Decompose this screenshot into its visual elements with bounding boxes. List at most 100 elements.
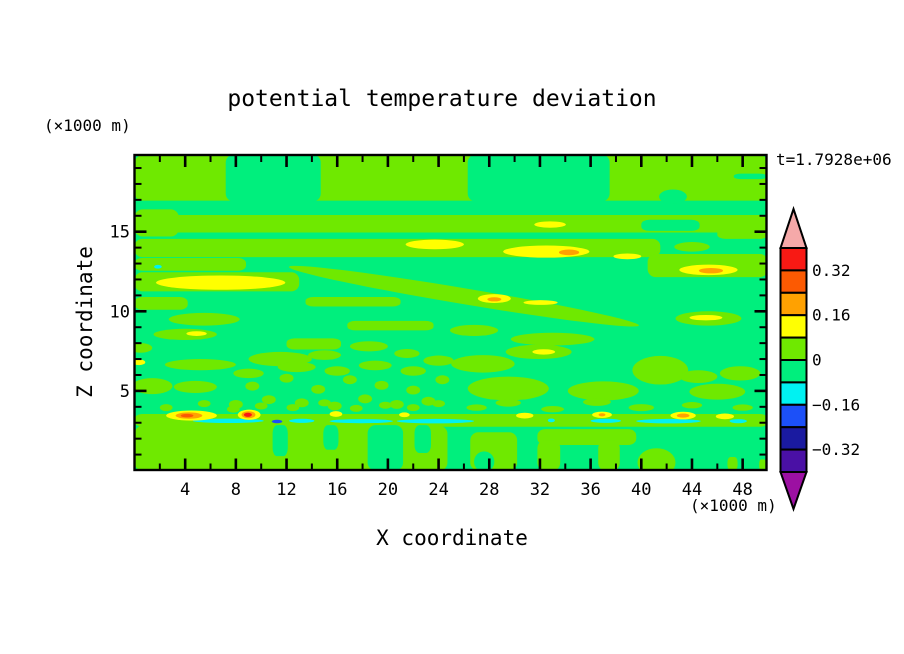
colorbar-down-arrow (779, 471, 808, 513)
contour-region (396, 418, 475, 424)
contour-region (324, 366, 350, 376)
z-axis-unit: (×1000 m) (44, 116, 131, 135)
contour-region (432, 400, 445, 408)
contour-region (613, 253, 642, 260)
colorbar-cell (779, 291, 808, 317)
contour-region (466, 404, 487, 411)
contour-region (681, 402, 703, 409)
contour-region (342, 375, 357, 385)
contour-region (632, 355, 689, 385)
contour-region (134, 343, 153, 353)
x-axis-label: X coordinate (376, 526, 528, 550)
contour-region (636, 418, 701, 424)
contour-region (421, 396, 436, 406)
page-title: potential temperature deviation (227, 86, 657, 112)
contour-region (394, 349, 420, 358)
contour-region (547, 418, 555, 423)
contour-region (495, 399, 521, 407)
contour-region (717, 228, 767, 239)
x-tick-label: 32 (530, 480, 550, 500)
colorbar-cell (779, 381, 808, 406)
contour-region (487, 297, 502, 302)
contour-region (311, 384, 326, 394)
contour-region (349, 404, 363, 412)
contour-region (423, 355, 454, 366)
colorbar-cell (779, 336, 808, 362)
contour-region (451, 355, 515, 373)
x-tick-label: 44 (682, 480, 702, 500)
contour-region (637, 448, 676, 470)
contour-region (164, 359, 236, 371)
contour-region (523, 300, 558, 305)
colorbar-cell (779, 448, 808, 474)
contour-region (399, 412, 410, 418)
contour-region (379, 401, 392, 409)
contour-region (727, 456, 738, 470)
contour-region (405, 239, 464, 250)
contour-region (358, 394, 373, 404)
contour-region (134, 257, 246, 271)
colorbar-cell (779, 247, 808, 272)
contour-region (347, 320, 434, 331)
contour-region (186, 331, 207, 336)
contour-region (173, 380, 217, 393)
contour-region (689, 383, 746, 400)
contour-region (271, 419, 283, 424)
contour-region (674, 242, 710, 252)
axis-ticks (135, 156, 766, 470)
contour-region (277, 361, 316, 373)
contour-region (715, 413, 735, 420)
contour-region (226, 405, 240, 413)
z-tick-label: 10 (110, 302, 130, 322)
contour-region (168, 312, 240, 326)
colorbar-label: 0.16 (812, 306, 851, 325)
contour-region (659, 189, 687, 204)
contour-region (272, 425, 288, 457)
contour-region (358, 360, 392, 371)
contour-region (180, 413, 194, 418)
x-tick-label: 48 (732, 480, 752, 500)
contour-region (254, 402, 268, 410)
contour-region (288, 265, 639, 327)
z-axis-label: Z coordinate (73, 246, 97, 398)
contour-region (245, 381, 260, 391)
contour-region (537, 440, 561, 470)
contour-region (156, 275, 286, 290)
contour-region (435, 375, 450, 385)
contour-region (243, 412, 252, 417)
contour-region (676, 413, 690, 418)
colorbar: 0.32 0.16 0 −0.16 −0.32 (779, 205, 860, 513)
contour-region (510, 332, 595, 346)
contour-region (583, 398, 611, 406)
contour-region (641, 219, 700, 231)
colorbar-label: 0.32 (812, 261, 851, 280)
contour-field (134, 155, 767, 470)
contour-region (153, 328, 217, 340)
contour-region (516, 412, 534, 419)
contour-region (414, 425, 431, 453)
contour-region (154, 264, 162, 269)
contour-region (719, 366, 761, 381)
colorbar-label: −0.16 (812, 395, 860, 414)
contour-region (286, 404, 300, 412)
contour-region (261, 395, 276, 405)
contour-region (286, 338, 342, 350)
contour-region (192, 418, 264, 424)
contour-region (374, 380, 389, 390)
contour-region (329, 419, 393, 424)
contour-region (279, 373, 294, 383)
x-axis-unit: (×1000 m) (690, 496, 777, 515)
contour-region (327, 401, 342, 411)
contour-region (305, 296, 401, 307)
colorbar-cell (779, 426, 808, 451)
contour-region (598, 413, 606, 417)
contour-region (323, 425, 339, 450)
contour-region (289, 418, 315, 423)
colorbar-label: −0.32 (812, 440, 860, 459)
colorbar-cell (779, 314, 808, 339)
contour-region (467, 155, 610, 202)
contour-region (628, 404, 654, 412)
contour-region (134, 214, 767, 233)
contour-region (449, 324, 499, 336)
